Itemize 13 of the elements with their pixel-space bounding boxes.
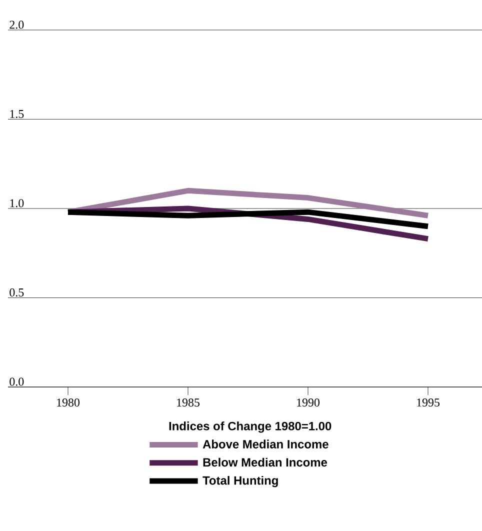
y-tick-label: 0.0 bbox=[10, 378, 24, 386]
x-tick-label: 1990 bbox=[297, 398, 320, 407]
x-tick-label: 1980 bbox=[57, 398, 80, 407]
legend-title: Indices of Change 1980=1.00 bbox=[169, 422, 332, 433]
y-tick-label: 0.5 bbox=[10, 288, 24, 297]
legend-label: Above Median Income bbox=[202, 440, 328, 448]
x-tick-label: 1995 bbox=[417, 398, 440, 407]
legend-label: Total Hunting bbox=[202, 476, 278, 488]
legend-label: Below Median Income bbox=[203, 458, 328, 467]
y-tick-label: 1.5 bbox=[10, 110, 24, 118]
x-tick-label: 1985 bbox=[177, 398, 200, 407]
y-tick-label: 2.0 bbox=[10, 20, 24, 29]
y-tick-label: 1.0 bbox=[10, 199, 24, 208]
